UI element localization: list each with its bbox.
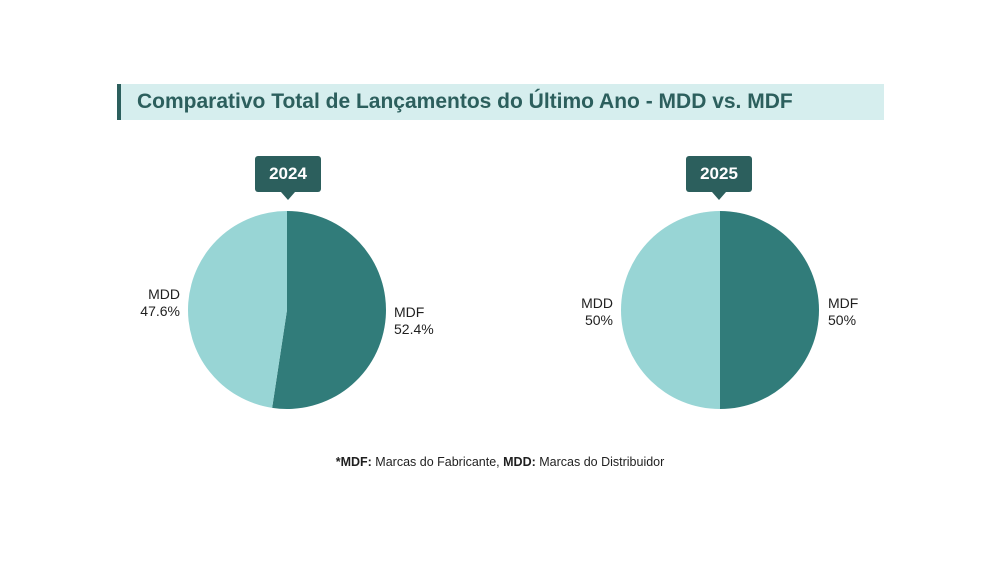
- footnote: *MDF: Marcas do Fabricante, MDD: Marcas …: [0, 455, 1000, 469]
- chart-title: Comparativo Total de Lançamentos do Últi…: [137, 90, 793, 113]
- label-2024-mdd-name: MDD: [148, 286, 180, 302]
- footnote-mdf-abbr: *MDF:: [335, 455, 372, 469]
- label-2024-mdf-name: MDF: [394, 304, 425, 320]
- chart-title-bar: Comparativo Total de Lançamentos do Últi…: [117, 84, 884, 120]
- label-2025-mdf: MDF 50%: [828, 295, 888, 329]
- label-2024-mdd-value: 47.6%: [140, 303, 180, 319]
- label-2024-mdd: MDD 47.6%: [120, 286, 180, 320]
- year-badge-2024: 2024: [255, 156, 321, 200]
- label-2025-mdd: MDD 50%: [553, 295, 613, 329]
- year-badge-2025: 2025: [686, 156, 752, 200]
- footnote-mdd-text: Marcas do Distribuidor: [535, 455, 665, 469]
- label-2025-mdf-name: MDF: [828, 295, 859, 311]
- pie-slice-2024-mdf: [272, 211, 386, 409]
- label-2025-mdf-value: 50%: [828, 312, 857, 328]
- pie-slice-2025-mdd: [621, 211, 720, 409]
- label-2024-mdf: MDF 52.4%: [394, 304, 454, 338]
- label-2025-mdd-name: MDD: [581, 295, 613, 311]
- label-2024-mdf-value: 52.4%: [394, 321, 434, 337]
- pie-slice-2025-mdf: [720, 211, 819, 409]
- footnote-mdf-text: Marcas do Fabricante,: [371, 455, 504, 469]
- label-2025-mdd-value: 50%: [584, 312, 613, 328]
- footnote-mdd-abbr: MDD:: [503, 455, 536, 469]
- pie-slice-2024-mdd: [187, 211, 287, 408]
